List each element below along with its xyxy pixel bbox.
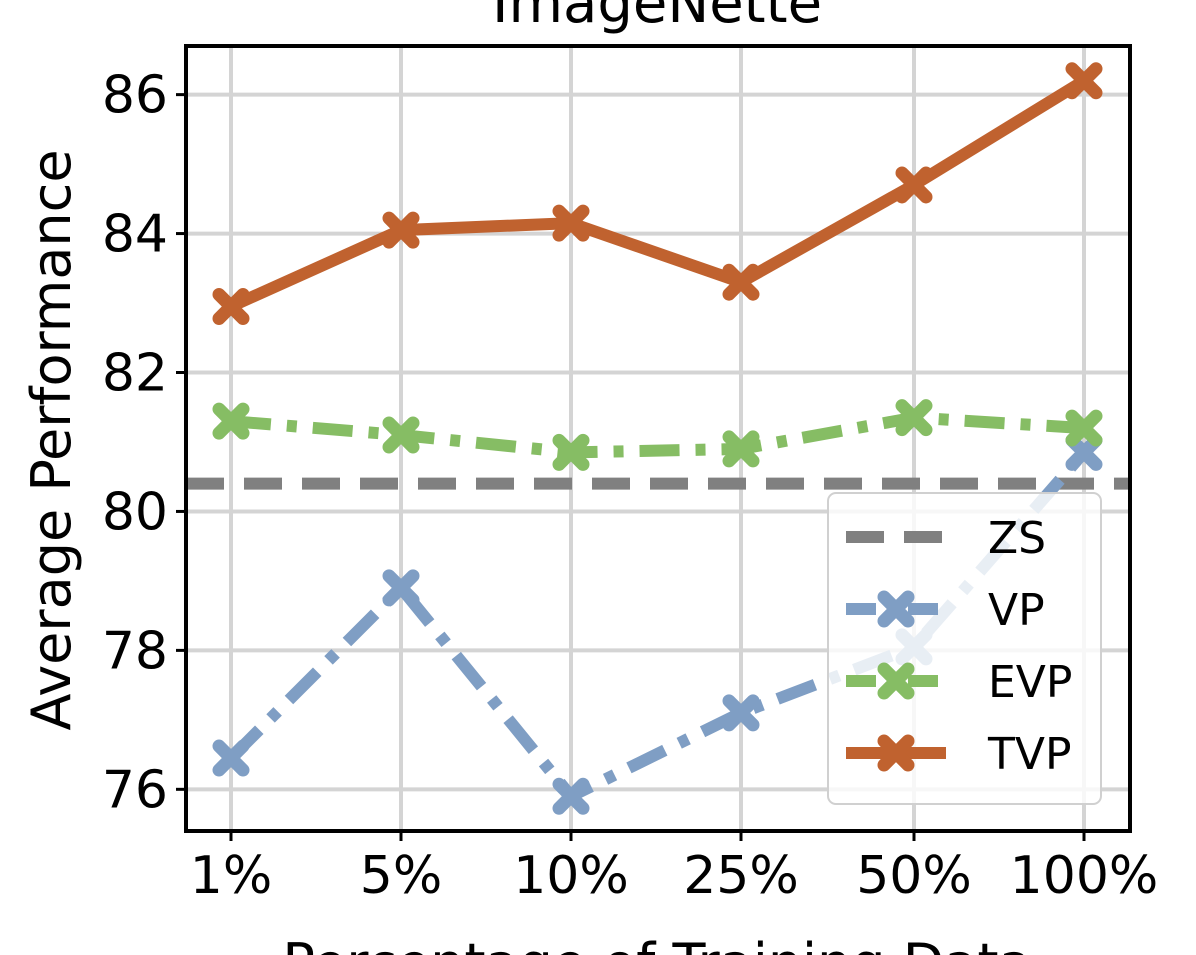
data-point-vp (212, 739, 250, 777)
legend-label-zs: ZS (988, 513, 1046, 564)
y-tick-label: 76 (102, 760, 168, 820)
x-axis-ticks: 1% 5% 10% 25% 50% 100% (190, 831, 1159, 906)
data-point-vp (722, 694, 760, 732)
legend: ZS VP EVP TVP (827, 492, 1102, 805)
x-axis-label: Percentage of Training Data (282, 932, 1031, 955)
data-point-vp (552, 777, 590, 815)
legend-label-evp: EVP (988, 657, 1072, 708)
x-tick-label: 25% (683, 846, 799, 906)
legend-entry-evp: EVP (846, 657, 1072, 708)
x-tick-label: 100% (1010, 846, 1159, 906)
data-point-vp (382, 569, 420, 607)
data-point-tvp (212, 288, 250, 326)
legend-entry-tvp: TVP (846, 729, 1072, 780)
x-tick-label: 10% (513, 846, 629, 906)
series-line-evp (230, 411, 1085, 459)
y-tick-label: 78 (102, 621, 168, 681)
x-tick-label: 5% (360, 846, 443, 906)
data-point-evp (552, 433, 590, 471)
data-point-tvp (552, 204, 590, 242)
legend-box (827, 492, 1102, 805)
y-axis-label: Average Performance (20, 149, 83, 730)
y-tick-label: 82 (102, 344, 168, 404)
x-tick-label: 50% (856, 846, 972, 906)
legend-entry-zs: ZS (846, 513, 1046, 564)
grid (186, 46, 1130, 831)
data-point-evp (1065, 409, 1103, 447)
y-tick-label: 84 (102, 205, 168, 265)
data-point-evp (895, 399, 933, 437)
data-point-tvp (722, 263, 760, 301)
legend-marker-vp (877, 590, 915, 628)
data-point-evp (722, 430, 760, 468)
legend-marker-tvp (877, 734, 915, 772)
legend-marker-evp (877, 662, 915, 700)
x-tick-label: 1% (190, 846, 273, 906)
legend-label-vp: VP (988, 585, 1045, 636)
series-tvp (212, 62, 1103, 326)
legend-label-tvp: TVP (987, 729, 1072, 780)
data-point-tvp (895, 166, 933, 204)
plot-frame (184, 44, 1132, 833)
chart-title: ImageNette (492, 0, 822, 36)
data-point-tvp (382, 211, 420, 249)
series-line-tvp (228, 75, 1088, 312)
legend-entry-vp: VP (846, 585, 1045, 636)
y-tick-label: 80 (102, 482, 168, 542)
series-evp (212, 399, 1103, 471)
data-point-tvp (1065, 62, 1103, 100)
data-point-evp (212, 402, 250, 440)
y-axis-ticks: 76 78 80 82 84 86 (102, 66, 186, 820)
data-point-evp (382, 416, 420, 454)
y-tick-label: 86 (102, 66, 168, 126)
